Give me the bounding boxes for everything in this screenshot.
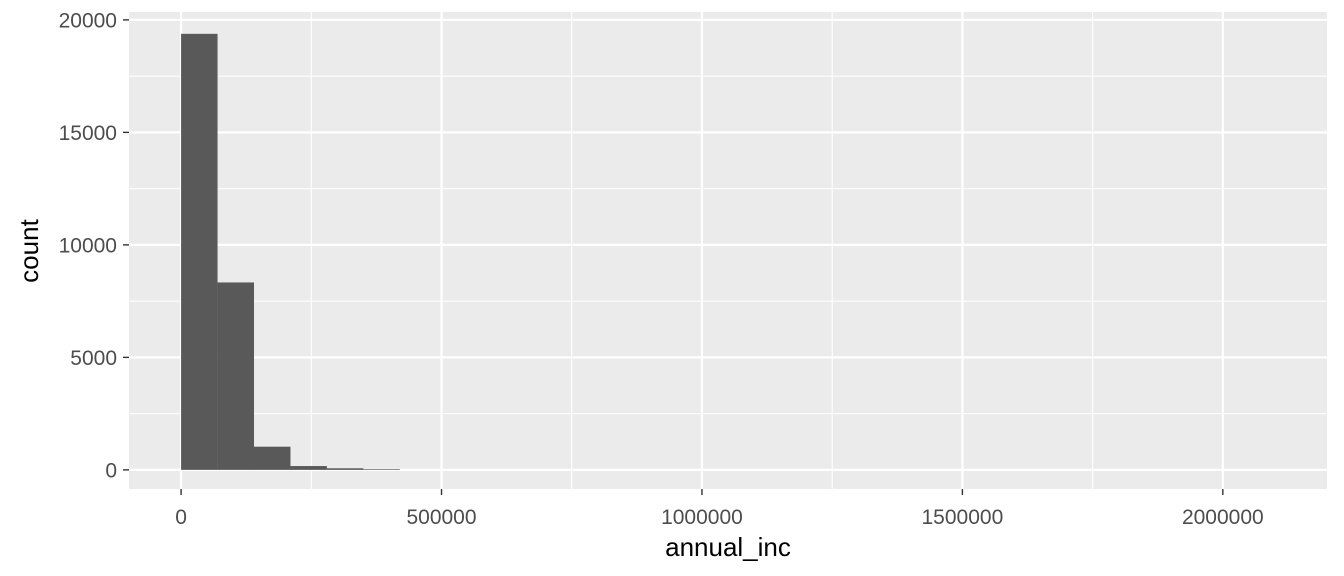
x-axis-title: annual_inc bbox=[665, 532, 791, 562]
y-axis-ticks: 0 5000 10000 15000 20000 bbox=[59, 9, 129, 482]
x-tick-label: 1000000 bbox=[661, 506, 743, 529]
x-tick-label: 500000 bbox=[406, 506, 476, 529]
y-tick-label: 10000 bbox=[59, 234, 117, 257]
histogram-bar bbox=[181, 33, 218, 470]
y-tick-label: 20000 bbox=[59, 9, 117, 32]
histogram-bar bbox=[326, 468, 364, 470]
y-tick-label: 0 bbox=[105, 459, 117, 482]
histogram-bar bbox=[254, 446, 291, 470]
histogram-bar bbox=[217, 282, 255, 470]
x-tick-label: 2000000 bbox=[1182, 506, 1264, 529]
histogram-bar bbox=[290, 466, 327, 470]
y-tick-label: 5000 bbox=[70, 347, 117, 370]
x-tick-label: 1500000 bbox=[922, 506, 1004, 529]
x-axis-ticks: 0 500000 1000000 1500000 2000000 bbox=[175, 489, 1264, 529]
minor-gridlines bbox=[129, 12, 1327, 489]
y-tick-label: 15000 bbox=[59, 122, 117, 145]
plot-panel bbox=[129, 12, 1327, 489]
histogram-bar bbox=[363, 469, 400, 470]
histogram-bars bbox=[181, 33, 400, 470]
x-tick-label: 0 bbox=[175, 506, 187, 529]
y-axis-title: count bbox=[14, 218, 44, 282]
